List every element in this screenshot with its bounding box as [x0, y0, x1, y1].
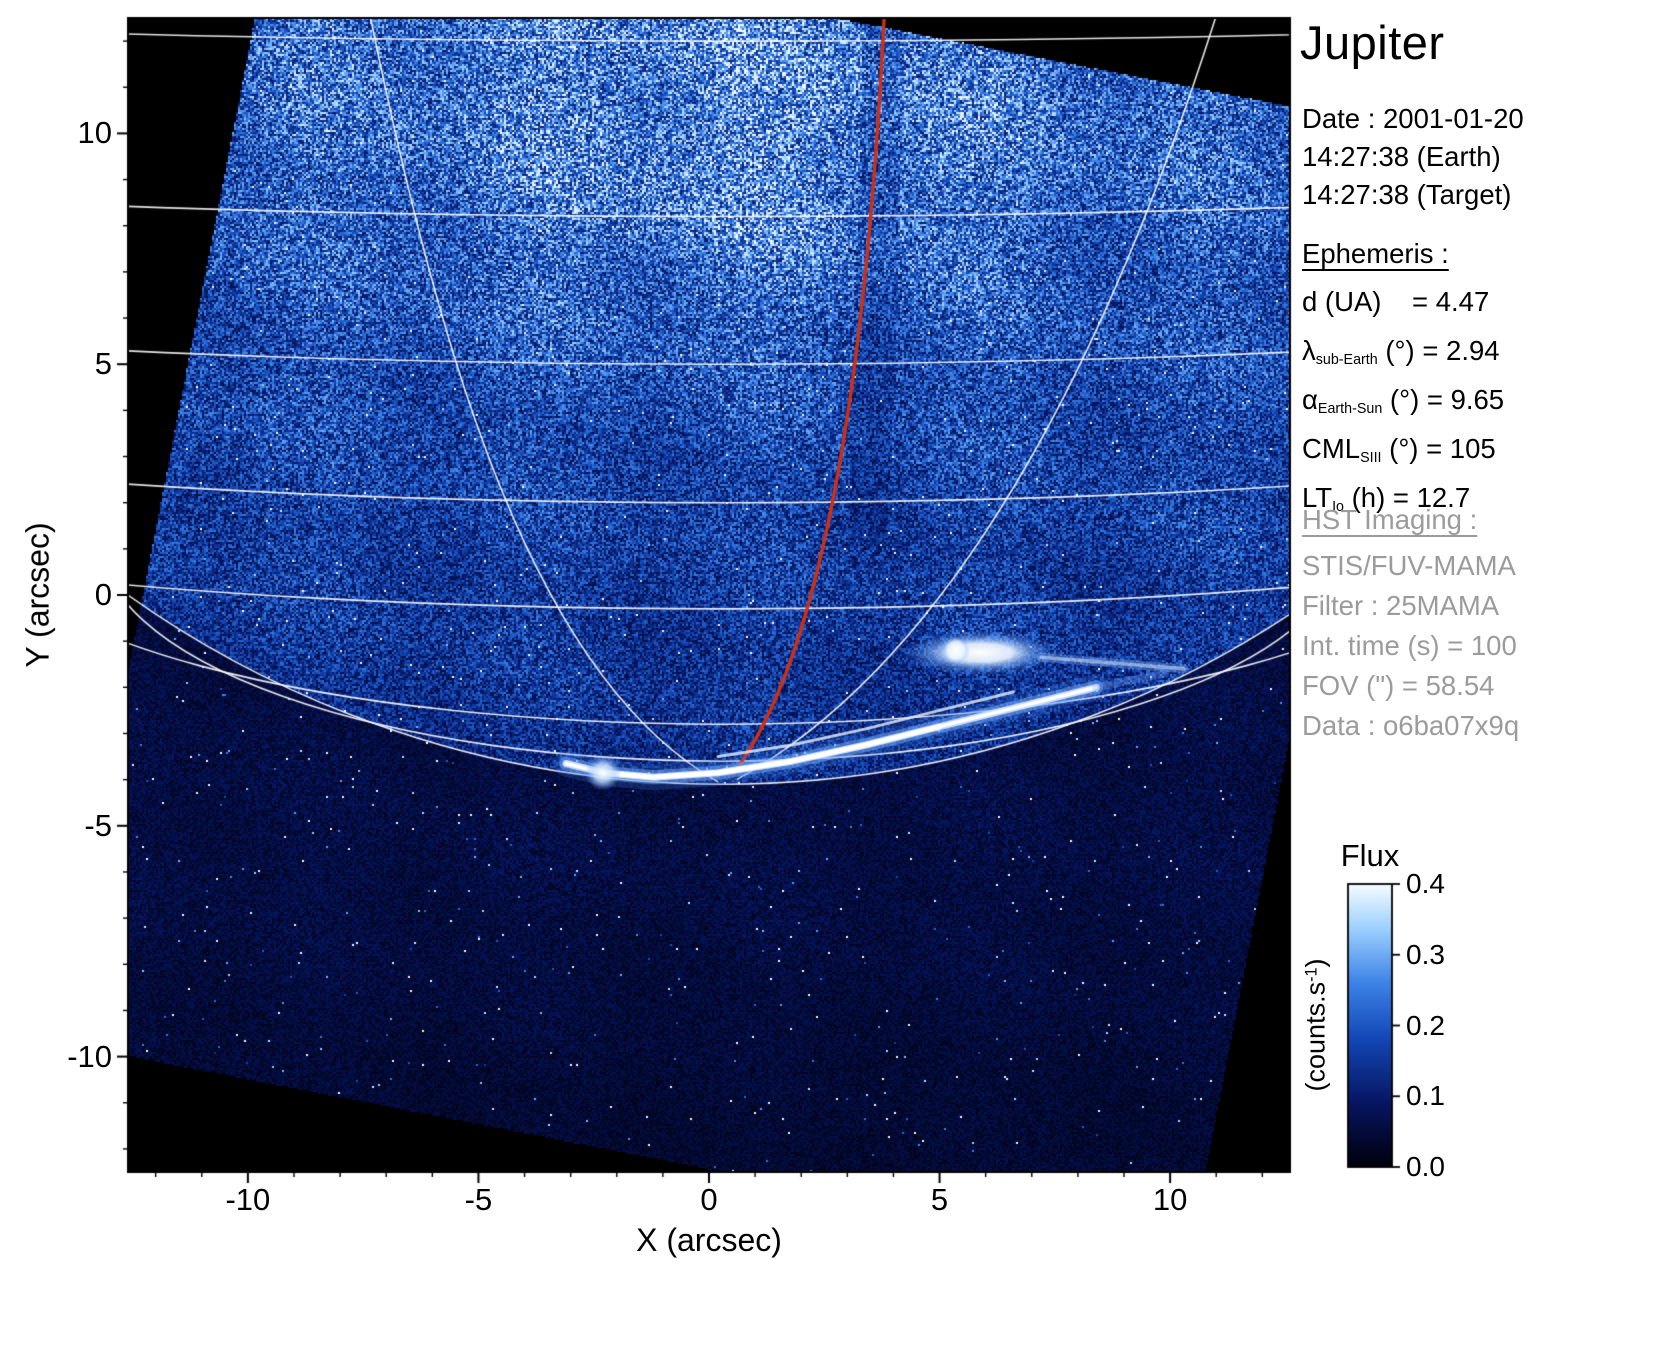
hst-fov: FOV (") = 58.54 [1302, 670, 1495, 701]
x-tick-label: 5 [930, 1182, 949, 1217]
y-tick-label: -10 [67, 1038, 112, 1074]
observation-time-earth: 14:27:38 (Earth) [1302, 141, 1501, 172]
hst-instrument: STIS/FUV-MAMA [1302, 550, 1516, 581]
ephemeris-row-phase-angle: αEarth-Sun (°) = 9.65 [1302, 384, 1505, 417]
page-title: Jupiter [1300, 16, 1445, 69]
hst-data-id: Data : o6ba07x9q [1302, 710, 1520, 741]
hst-imaging-header: HST Imaging : [1302, 504, 1478, 535]
y-tick-label: 10 [77, 115, 112, 151]
colorbar-tick-label: 0.2 [1406, 1009, 1445, 1041]
colorbar-tick-label: 0.1 [1406, 1080, 1445, 1112]
ephemeris-row-distance: d (UA) = 4.47 [1302, 286, 1490, 317]
colorbar-unit-label: (counts.s-1) [1300, 958, 1331, 1092]
x-tick-label: 0 [700, 1182, 718, 1217]
ephemeris-section: Ephemeris : d (UA) = 4.47 λsub-Earth (°)… [1302, 238, 1504, 531]
x-tick-label: -10 [225, 1182, 271, 1217]
ephemeris-header: Ephemeris : [1302, 238, 1449, 269]
y-tick-label: 0 [94, 577, 112, 612]
colorbar-tick-label: 0.3 [1406, 938, 1445, 970]
observation-time-target: 14:27:38 (Target) [1302, 179, 1512, 210]
observation-date: Date : 2001-01-20 [1302, 103, 1524, 134]
x-tick-label: -5 [464, 1182, 493, 1217]
x-tick-label: 10 [1152, 1182, 1188, 1217]
hst-integration-time: Int. time (s) = 100 [1302, 630, 1517, 661]
y-tick-label: -5 [84, 807, 112, 843]
colorbar-title: Flux [1340, 838, 1400, 873]
ephemeris-row-sub-earth-latitude: λsub-Earth (°) = 2.94 [1302, 335, 1500, 368]
ephemeris-row-io-local-time: LTIo (h) = 12.7 [1302, 482, 1471, 515]
hst-filter: Filter : 25MAMA [1302, 590, 1500, 621]
hst-imaging-section: HST Imaging : STIS/FUV-MAMA Filter : 25M… [1302, 504, 1519, 750]
x-axis-label: X (arcsec) [636, 1222, 782, 1258]
observation-block: Date : 2001-01-20 14:27:38 (Earth) 14:27… [1302, 100, 1524, 214]
y-tick-label: 5 [94, 346, 112, 382]
colorbar-tick-label: 0.4 [1406, 868, 1445, 899]
colorbar-tick-label: 0.0 [1406, 1151, 1445, 1182]
ephemeris-row-cml: CMLSIII (°) = 105 [1302, 433, 1496, 466]
